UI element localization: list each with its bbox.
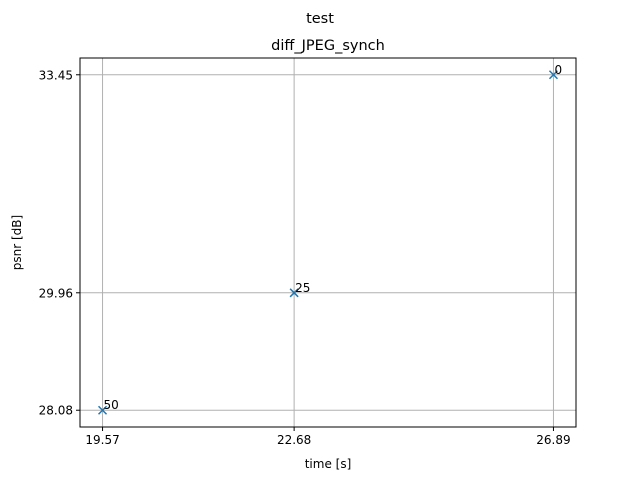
axes-frame [79,57,577,428]
x-axis-label: time [s] [305,457,352,471]
figure-suptitle: test [306,11,334,27]
point-annotation: 25 [295,281,310,295]
y-tick-label: 33.45 [39,68,73,82]
chart-title: diff_JPEG_synch [271,38,385,54]
point-annotation: 0 [554,63,562,77]
y-axis-label: psnr [dB] [10,215,24,270]
scatter-point [289,288,299,298]
y-tick-label: 28.08 [39,404,73,418]
x-tick-label: 22.68 [277,433,311,447]
scatter-point [548,70,558,80]
y-tick-label: 29.96 [39,286,73,300]
axis-ticks: 19.57 22.68 26.89 28.08 29.96 33.45 [39,68,571,447]
data-points: 0 25 50 [98,63,562,415]
grid-lines [80,58,576,427]
point-annotation: 50 [104,398,119,412]
x-tick-label: 19.57 [85,433,119,447]
x-tick-label: 26.89 [536,433,570,447]
plot-area: 19.57 22.68 26.89 28.08 29.96 33.45 0 25 50 [39,57,577,447]
scatter-point [98,405,108,415]
